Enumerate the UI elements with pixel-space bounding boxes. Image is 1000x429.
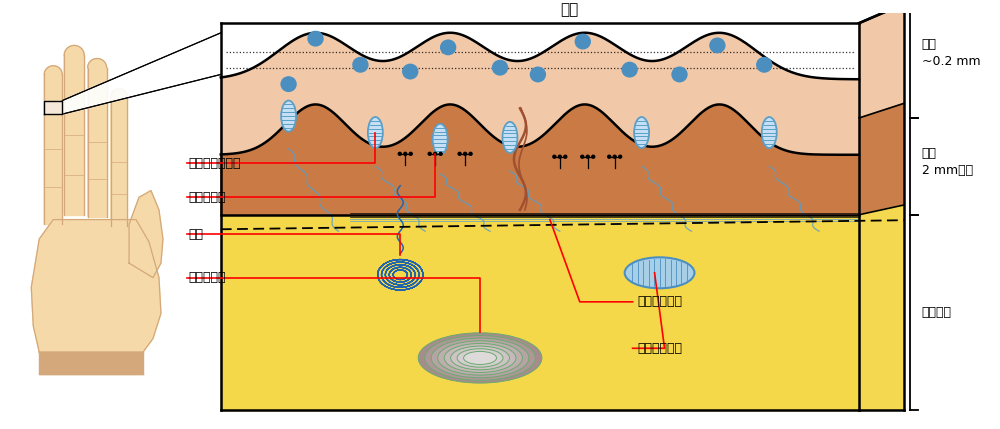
Polygon shape <box>44 75 62 224</box>
Polygon shape <box>129 190 163 278</box>
Ellipse shape <box>502 122 517 153</box>
Ellipse shape <box>625 257 694 288</box>
Polygon shape <box>221 104 859 215</box>
Polygon shape <box>859 4 904 118</box>
Circle shape <box>409 152 412 155</box>
Polygon shape <box>31 220 161 352</box>
Text: 自由神経終末: 自由神経終末 <box>638 295 683 308</box>
Circle shape <box>619 155 622 158</box>
Circle shape <box>353 57 368 72</box>
Ellipse shape <box>464 351 497 365</box>
Circle shape <box>493 60 507 75</box>
Text: パチニ小体: パチニ小体 <box>189 271 226 284</box>
Ellipse shape <box>281 100 296 132</box>
Polygon shape <box>44 100 62 114</box>
Circle shape <box>608 155 611 158</box>
Circle shape <box>710 38 725 53</box>
Circle shape <box>398 152 401 155</box>
Circle shape <box>458 152 461 155</box>
Circle shape <box>575 34 590 49</box>
Ellipse shape <box>451 346 509 370</box>
Ellipse shape <box>418 333 542 383</box>
Circle shape <box>757 57 772 72</box>
Polygon shape <box>64 55 84 215</box>
Circle shape <box>469 152 472 155</box>
Circle shape <box>464 152 467 155</box>
Ellipse shape <box>457 349 503 367</box>
Circle shape <box>553 155 556 158</box>
Text: メルケル盤: メルケル盤 <box>189 191 226 204</box>
Ellipse shape <box>444 344 516 372</box>
Text: 表皮
~0.2 mm: 表皮 ~0.2 mm <box>922 38 980 68</box>
Circle shape <box>281 77 296 91</box>
Polygon shape <box>111 89 127 227</box>
Circle shape <box>672 67 687 82</box>
Circle shape <box>564 155 567 158</box>
Ellipse shape <box>431 338 529 378</box>
Text: 真皮
2 mm程度: 真皮 2 mm程度 <box>922 147 973 177</box>
Ellipse shape <box>634 117 649 148</box>
Polygon shape <box>221 33 859 155</box>
Circle shape <box>434 152 437 155</box>
Text: 指紋: 指紋 <box>561 3 579 18</box>
Polygon shape <box>62 33 221 114</box>
Polygon shape <box>111 97 127 227</box>
Polygon shape <box>88 68 107 217</box>
Ellipse shape <box>433 124 448 155</box>
Circle shape <box>530 67 545 82</box>
Circle shape <box>558 155 561 158</box>
Polygon shape <box>44 66 62 224</box>
Ellipse shape <box>425 335 535 381</box>
Circle shape <box>581 155 584 158</box>
Ellipse shape <box>438 341 522 375</box>
Circle shape <box>586 155 589 158</box>
Text: 皮下組織: 皮下組織 <box>922 306 952 319</box>
Polygon shape <box>221 215 859 410</box>
Circle shape <box>622 62 637 77</box>
Circle shape <box>613 155 616 158</box>
Polygon shape <box>88 58 107 217</box>
Circle shape <box>441 40 456 54</box>
Circle shape <box>404 152 407 155</box>
Text: マイスナー小体: マイスナー小体 <box>189 157 241 170</box>
Polygon shape <box>859 205 904 410</box>
Polygon shape <box>221 4 904 23</box>
Circle shape <box>403 64 418 79</box>
Text: 汗腺: 汗腺 <box>189 228 204 241</box>
Text: ルフィニ終末: ルフィニ終末 <box>638 342 683 355</box>
Circle shape <box>308 31 323 46</box>
Polygon shape <box>859 103 904 215</box>
Polygon shape <box>39 352 143 375</box>
Polygon shape <box>859 4 904 410</box>
Ellipse shape <box>762 117 777 148</box>
Circle shape <box>428 152 431 155</box>
Ellipse shape <box>368 117 383 148</box>
Polygon shape <box>64 45 84 215</box>
Circle shape <box>592 155 595 158</box>
Circle shape <box>439 152 442 155</box>
